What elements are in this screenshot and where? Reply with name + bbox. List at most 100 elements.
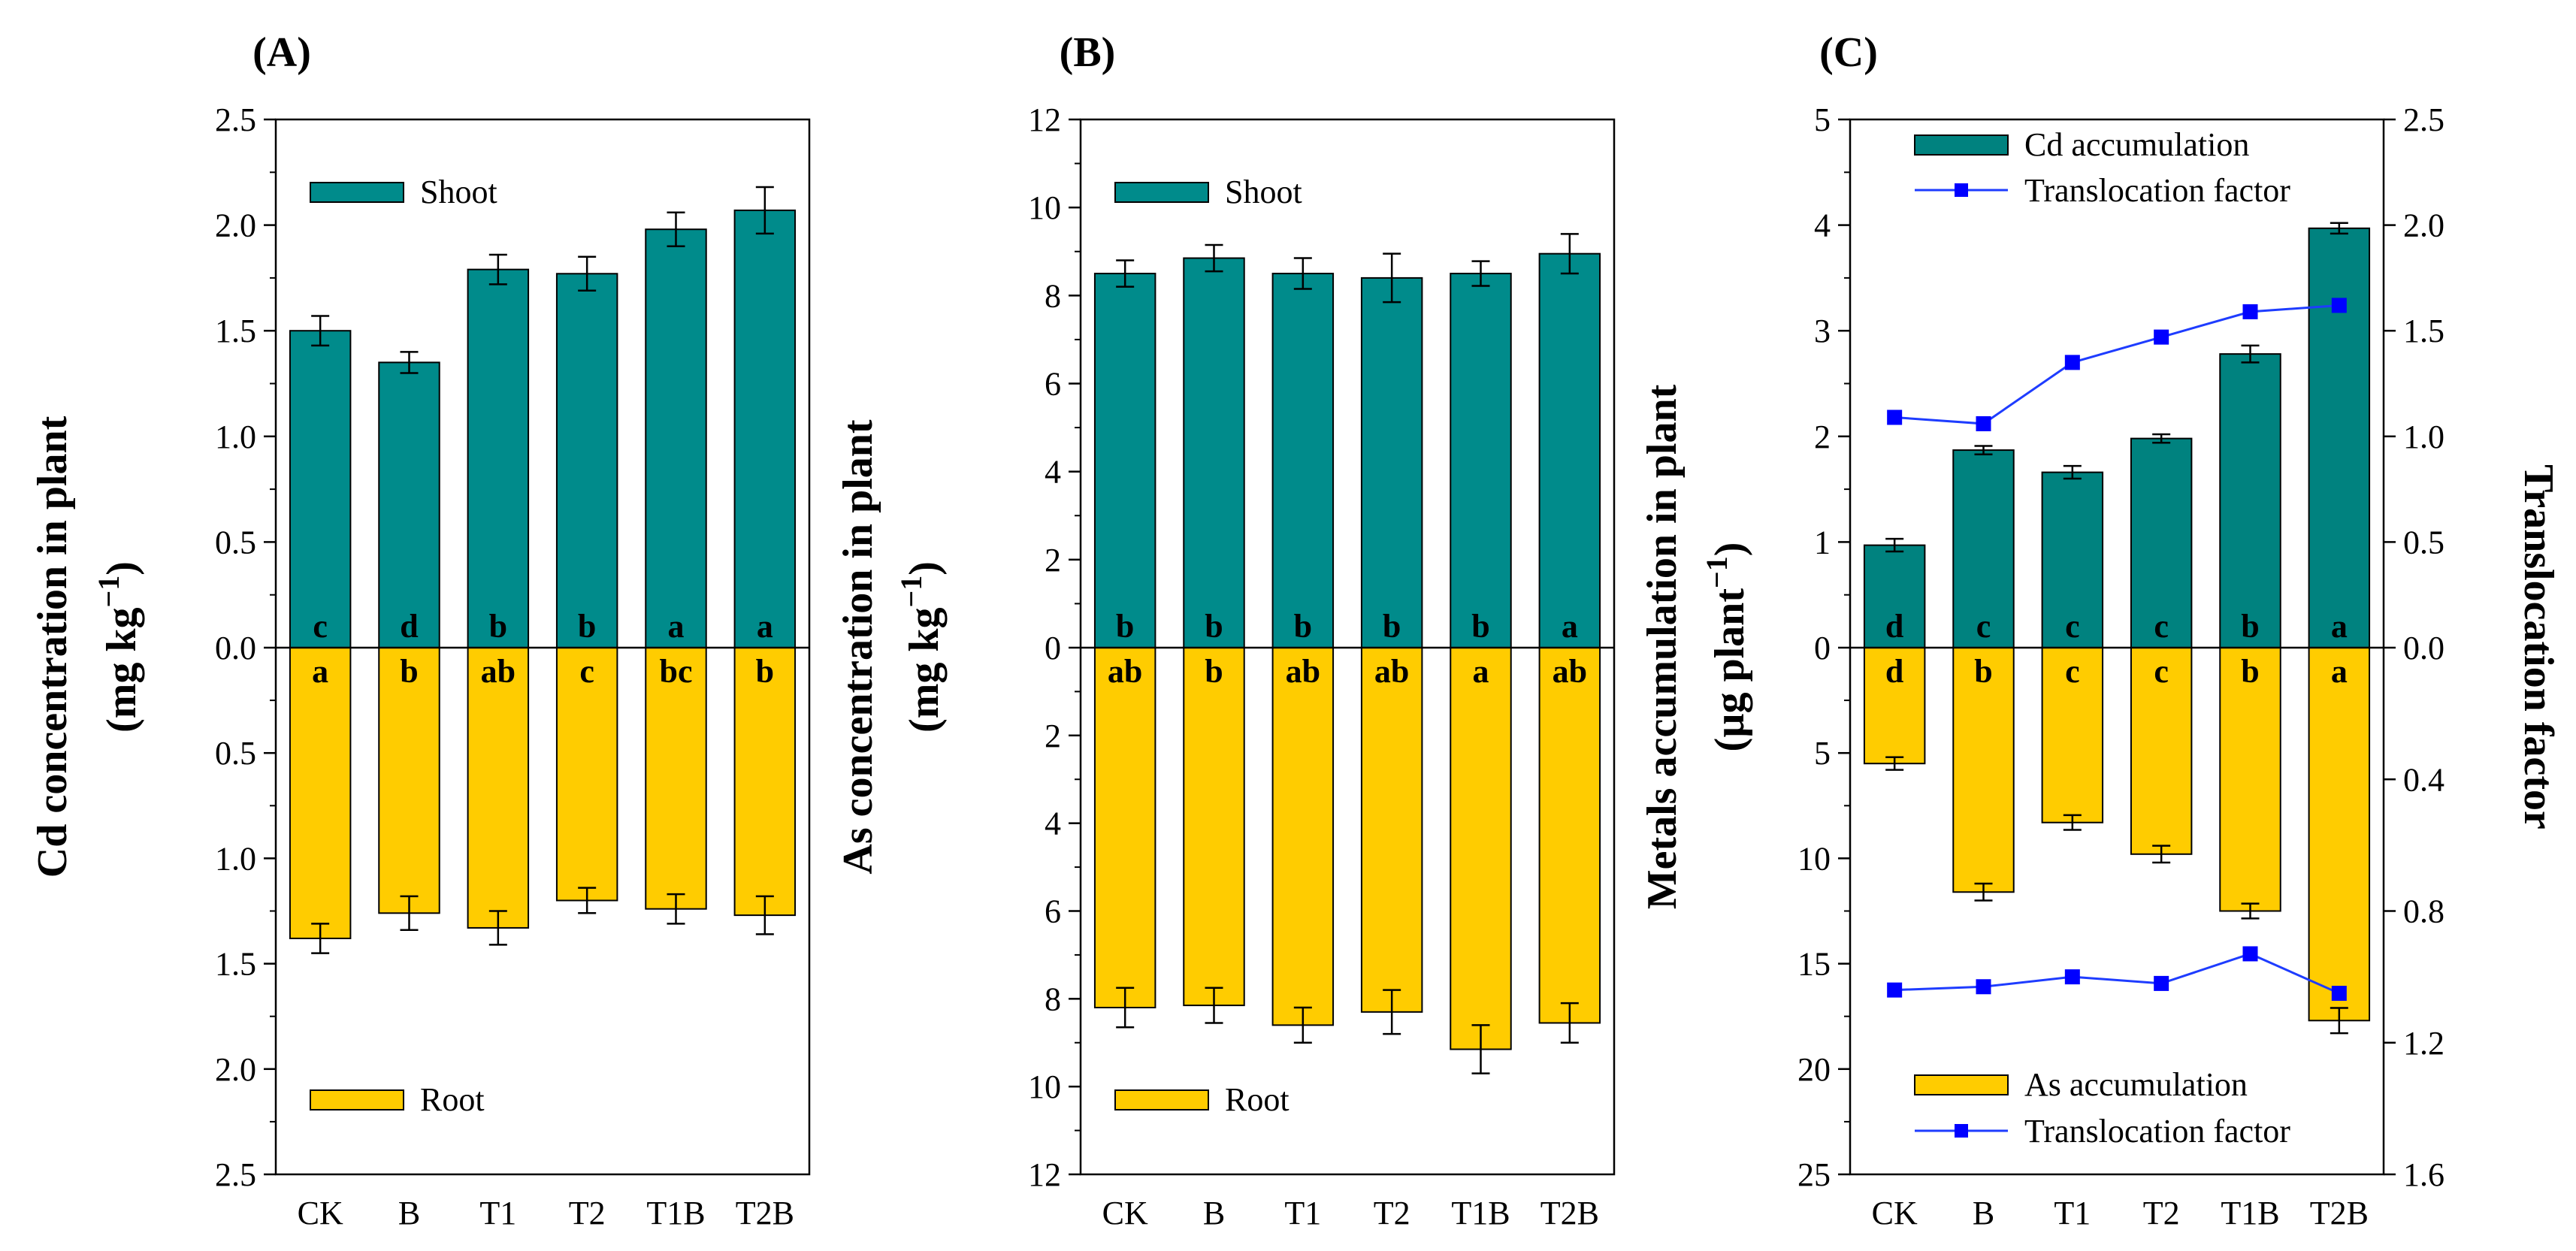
tf-point-T1B	[2242, 304, 2258, 319]
y-tick-label: 1	[1814, 524, 1831, 561]
x-tick-label-T1B: T1B	[1451, 1195, 1510, 1231]
y-tick-label: 0	[1045, 630, 1061, 666]
tf-point-B	[1976, 979, 1991, 995]
y-tick-label: 2.0	[215, 207, 256, 244]
sig-letter-lower-B: b	[400, 653, 418, 690]
y-tick-label: 0	[1814, 630, 1831, 666]
sig-letter-lower-CK: ab	[1108, 653, 1142, 690]
y-tick-label: 2	[1814, 419, 1831, 455]
tf-point-T2B	[2331, 986, 2347, 1002]
y-tick-label: 0.5	[215, 735, 256, 772]
bar-lower-T1B	[645, 647, 707, 910]
tf-point-T1B	[2242, 946, 2258, 962]
bar-upper-T1	[2041, 471, 2104, 648]
y-tick-label: 2.5	[215, 101, 256, 138]
y-tick-label: 12	[1028, 1156, 1061, 1193]
y2-tick-label: 0.4	[2403, 761, 2444, 798]
sig-letter-upper-T2B: a	[757, 608, 773, 645]
legend-swatch-as	[1914, 1074, 2009, 1095]
x-tick-label-T1B: T1B	[646, 1195, 705, 1231]
y-tick-label: 6	[1045, 366, 1061, 403]
tf-point-T2B	[2331, 298, 2347, 313]
y-tick-label: 0.5	[215, 524, 256, 561]
y-tick-label: 4	[1814, 207, 1831, 244]
bar-upper-T2B	[1538, 252, 1601, 649]
sig-letter-upper-B: d	[400, 608, 418, 645]
bar-upper-CK	[289, 330, 352, 648]
bar-lower-B	[1183, 647, 1245, 1007]
x-tick-label-T2: T2	[1374, 1195, 1410, 1231]
y-axis-title-units-close: )	[98, 561, 145, 576]
y-axis-title-units-text: (mg kg	[901, 608, 948, 733]
bar-lower-B	[1952, 647, 2015, 893]
x-tick-label-T1: T1	[2054, 1195, 2091, 1231]
panel-label: (B)	[1060, 29, 1116, 76]
legend-label-cd: Cd accumulation	[2024, 126, 2249, 163]
bar-lower-T2	[2130, 647, 2193, 855]
legend-marker-tf-lower	[1955, 1124, 1968, 1138]
bar-lower-T1	[1271, 647, 1335, 1026]
bar-upper-T1B	[2219, 353, 2281, 648]
y2-tick-label: 1.6	[2403, 1156, 2444, 1193]
legend-swatch-root	[1114, 1089, 1209, 1110]
tf-point-B	[1976, 415, 1991, 431]
y-tick-label: 0.0	[215, 630, 256, 666]
sig-letter-upper-B: b	[1205, 608, 1223, 645]
legend-swatch-shoot	[1114, 182, 1209, 203]
legend-label-tf-upper: Translocation factor	[2024, 172, 2290, 209]
sig-letter-lower-B: b	[1974, 653, 1992, 690]
y-axis-title: Cd concentration in plant	[29, 415, 76, 878]
y-tick-label: 2	[1045, 718, 1061, 754]
sig-letter-upper-T1: c	[2065, 608, 2080, 645]
x-tick-label-T1B: T1B	[2221, 1195, 2279, 1231]
panel-label: (A)	[252, 29, 311, 76]
panel-label: (C)	[1819, 29, 1878, 76]
y-tick-label: 8	[1045, 277, 1061, 314]
y-tick-label: 2	[1045, 542, 1061, 579]
sig-letter-upper-T2B: a	[1562, 608, 1578, 645]
bar-lower-T2	[1360, 647, 1423, 1013]
sig-letter-lower-T1B: b	[2241, 653, 2259, 690]
tf-point-T2	[2154, 975, 2169, 991]
sig-letter-lower-T1B: bc	[660, 653, 693, 690]
y-tick-label: 4	[1045, 805, 1061, 842]
bar-upper-CK	[1093, 273, 1156, 648]
legend-marker-tf-upper	[1955, 183, 1968, 197]
bar-lower-T1	[467, 647, 530, 929]
sig-letter-lower-T2: c	[2154, 653, 2169, 690]
bar-upper-B	[1952, 449, 2015, 648]
sig-letter-upper-T1: b	[1294, 608, 1312, 645]
y-tick-label: 20	[1797, 1051, 1831, 1088]
legend-label-shoot: Shoot	[1225, 174, 1302, 210]
y2-tick-label: 2.0	[2403, 207, 2444, 244]
tf-point-T1	[2064, 355, 2080, 370]
y2-tick-label: 1.5	[2403, 313, 2444, 349]
y-axis-title: Metals accumulation in plant	[1639, 384, 1686, 909]
x-tick-label-T2: T2	[2143, 1195, 2180, 1231]
sig-letter-lower-T1B: a	[1473, 653, 1489, 690]
y2-axis-title: Translocation factor	[2515, 464, 2562, 829]
y-tick-label: 10	[1797, 840, 1831, 877]
sig-letter-upper-T1: b	[489, 608, 507, 645]
x-tick-label-T2B: T2B	[736, 1195, 794, 1231]
bar-upper-T1B	[645, 228, 707, 648]
bar-lower-T2B	[1538, 647, 1601, 1024]
legend-label-root: Root	[1225, 1081, 1290, 1118]
y-axis-title-units-text: (µg plant	[1707, 588, 1753, 752]
legend-swatch-cd	[1914, 134, 2009, 156]
bar-upper-T2B	[2308, 227, 2371, 648]
legend-label-root: Root	[420, 1081, 485, 1118]
sig-letter-upper-T1B: b	[2241, 608, 2259, 645]
y-axis-title-units-sup: −1	[894, 576, 928, 608]
tf-point-CK	[1887, 982, 1903, 998]
y-tick-label: 10	[1028, 1068, 1061, 1105]
sig-letter-lower-T2B: b	[756, 653, 774, 690]
y-axis-title-units-sup: −1	[1700, 556, 1734, 588]
sig-letter-upper-T2: b	[578, 608, 596, 645]
panel-a: c d b b a aa b ab c bc b0.00.51.01.52.02.50.51.01.…	[29, 29, 811, 1231]
y-tick-label: 5	[1814, 735, 1831, 772]
x-tick-label-T2: T2	[569, 1195, 606, 1231]
y2-tick-label: 1.2	[2403, 1025, 2444, 1062]
